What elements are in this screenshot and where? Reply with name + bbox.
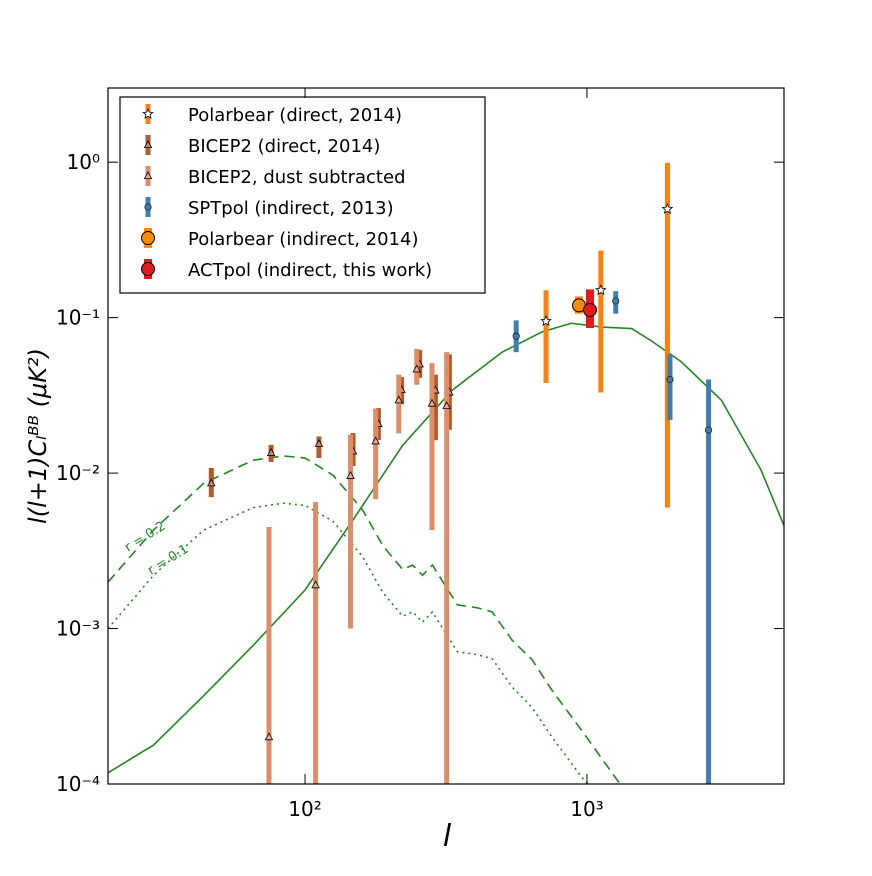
marker-circle xyxy=(141,262,155,276)
marker-triangle xyxy=(207,478,216,487)
marker-circle xyxy=(666,375,674,384)
y-tick-label: 10⁻² xyxy=(56,461,100,485)
legend-label: Polarbear (indirect, 2014) xyxy=(188,229,418,250)
marker-triangle xyxy=(346,471,355,479)
marker-triangle xyxy=(371,436,380,445)
legend-label: SPTpol (indirect, 2013) xyxy=(188,198,394,219)
marker-star xyxy=(661,202,674,214)
marker-triangle xyxy=(412,364,422,373)
y-tick-label: 10⁰ xyxy=(67,150,100,174)
y-tick-label: 10⁻¹ xyxy=(56,306,100,330)
plot-area xyxy=(108,162,784,784)
marker-triangle xyxy=(143,140,153,148)
marker-circle xyxy=(582,302,597,317)
marker-star xyxy=(595,284,607,296)
model-curve xyxy=(108,322,784,774)
marker-circle xyxy=(141,231,155,245)
marker-circle xyxy=(704,426,713,434)
marker-circle xyxy=(144,203,152,211)
marker-triangle xyxy=(264,732,274,741)
marker-triangle xyxy=(311,580,320,589)
y-tick-label: 10⁻³ xyxy=(56,617,100,641)
marker-star xyxy=(142,107,154,119)
x-tick-label: 10³ xyxy=(570,797,603,821)
model-curve xyxy=(108,502,589,784)
x-axis-label: l xyxy=(443,819,452,854)
marker-triangle xyxy=(394,395,404,404)
legend-label: ACTpol (indirect, this work) xyxy=(188,260,432,281)
marker-triangle xyxy=(442,401,451,410)
marker-triangle xyxy=(266,447,276,456)
legend: Polarbear (direct, 2014) BICEP2 (direct, … xyxy=(119,96,486,294)
y-tick-label: 10⁻⁴ xyxy=(56,772,100,796)
marker-triangle xyxy=(427,398,437,407)
marker-triangle xyxy=(314,439,324,447)
model-curve xyxy=(108,455,621,784)
legend-label: BICEP2 (direct, 2014) xyxy=(188,136,380,157)
marker-star xyxy=(540,315,552,326)
marker-circle xyxy=(512,332,520,340)
legend-label: BICEP2, dust subtracted xyxy=(188,167,406,188)
marker-triangle xyxy=(143,171,153,179)
y-axis-label: l(l+1)Cₗᴮᴮ (μK²) xyxy=(24,348,52,524)
legend-label: Polarbear (direct, 2014) xyxy=(188,105,402,126)
legend-frame xyxy=(119,96,486,294)
axes-frame xyxy=(107,87,785,785)
x-tick-label: 10² xyxy=(288,797,321,821)
marker-circle xyxy=(612,297,620,305)
